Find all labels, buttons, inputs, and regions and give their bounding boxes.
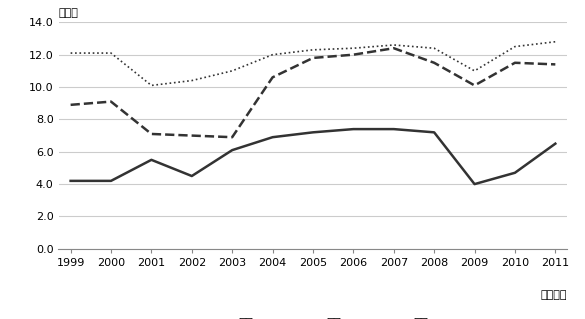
米国 [350, 46, 357, 50]
Line: 日本: 日本 [71, 129, 555, 184]
欧州 [67, 103, 74, 107]
日本 [269, 135, 276, 139]
Text: （％）: （％） [58, 8, 78, 18]
欧州 [552, 63, 559, 66]
欧州 [229, 135, 236, 139]
欧州 [471, 84, 478, 87]
欧州 [390, 46, 397, 50]
日本 [188, 174, 195, 178]
日本 [511, 171, 518, 175]
欧州 [269, 75, 276, 79]
日本 [148, 158, 155, 162]
米国 [148, 84, 155, 87]
欧州 [511, 61, 518, 65]
米国 [552, 40, 559, 44]
日本 [390, 127, 397, 131]
欧州 [431, 61, 438, 65]
日本 [108, 179, 115, 183]
米国 [269, 53, 276, 56]
米国 [309, 48, 316, 52]
Legend: 日本, 米国, 欧州: 日本, 米国, 欧州 [192, 312, 433, 319]
日本 [471, 182, 478, 186]
米国 [471, 69, 478, 73]
Line: 米国: 米国 [71, 42, 555, 85]
欧州 [108, 100, 115, 104]
日本 [552, 142, 559, 145]
日本 [350, 127, 357, 131]
日本 [431, 130, 438, 134]
欧州 [309, 56, 316, 60]
欧州 [350, 53, 357, 56]
米国 [108, 51, 115, 55]
米国 [229, 69, 236, 73]
Text: （暦年）: （暦年） [541, 290, 567, 300]
日本 [309, 130, 316, 134]
欧州 [148, 132, 155, 136]
米国 [188, 79, 195, 83]
日本 [229, 148, 236, 152]
米国 [390, 43, 397, 47]
米国 [67, 51, 74, 55]
欧州 [188, 134, 195, 137]
米国 [431, 46, 438, 50]
米国 [511, 45, 518, 48]
Line: 欧州: 欧州 [71, 48, 555, 137]
日本 [67, 179, 74, 183]
